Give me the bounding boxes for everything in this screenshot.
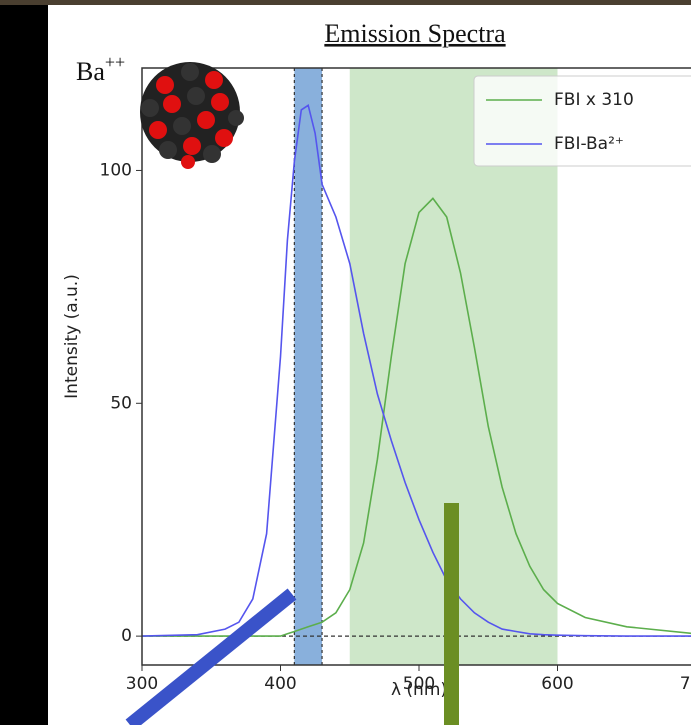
- band: [294, 68, 323, 665]
- x-tick-label: 500: [403, 674, 435, 694]
- y-tick-label: 100: [100, 160, 132, 180]
- overlay-bar: [444, 503, 459, 725]
- series-line: [142, 197, 691, 637]
- plot-background: [142, 68, 691, 665]
- overlay-stroke: [125, 588, 297, 725]
- x-axis-label: λ (nm): [391, 680, 447, 700]
- x-tick-label: 600: [541, 674, 573, 694]
- series-line: [141, 104, 691, 637]
- top-strip: [0, 0, 691, 5]
- annotation: Ba++: [76, 52, 125, 86]
- legend-label: FBI x 310: [554, 90, 634, 110]
- y-axis-label: Intensity (a.u.): [62, 274, 82, 399]
- annotation-superscript: ++: [105, 52, 125, 72]
- plot-area: 300 400 500 600 700 0 50 100 λ (nm) Intensity (a.…: [62, 67, 691, 700]
- y-tick-label: 50: [110, 393, 132, 413]
- x-tick-label: 700: [680, 674, 691, 694]
- legend-label: FBI-Ba²⁺: [554, 134, 624, 154]
- y-tick-label: 0: [121, 626, 132, 646]
- annotation-text: Ba: [76, 57, 105, 86]
- x-tick-label: 300: [126, 674, 158, 694]
- x-tick-label: 400: [264, 674, 296, 694]
- chart-title: Emission Spectra: [324, 19, 506, 48]
- molecule-icon: [140, 62, 244, 169]
